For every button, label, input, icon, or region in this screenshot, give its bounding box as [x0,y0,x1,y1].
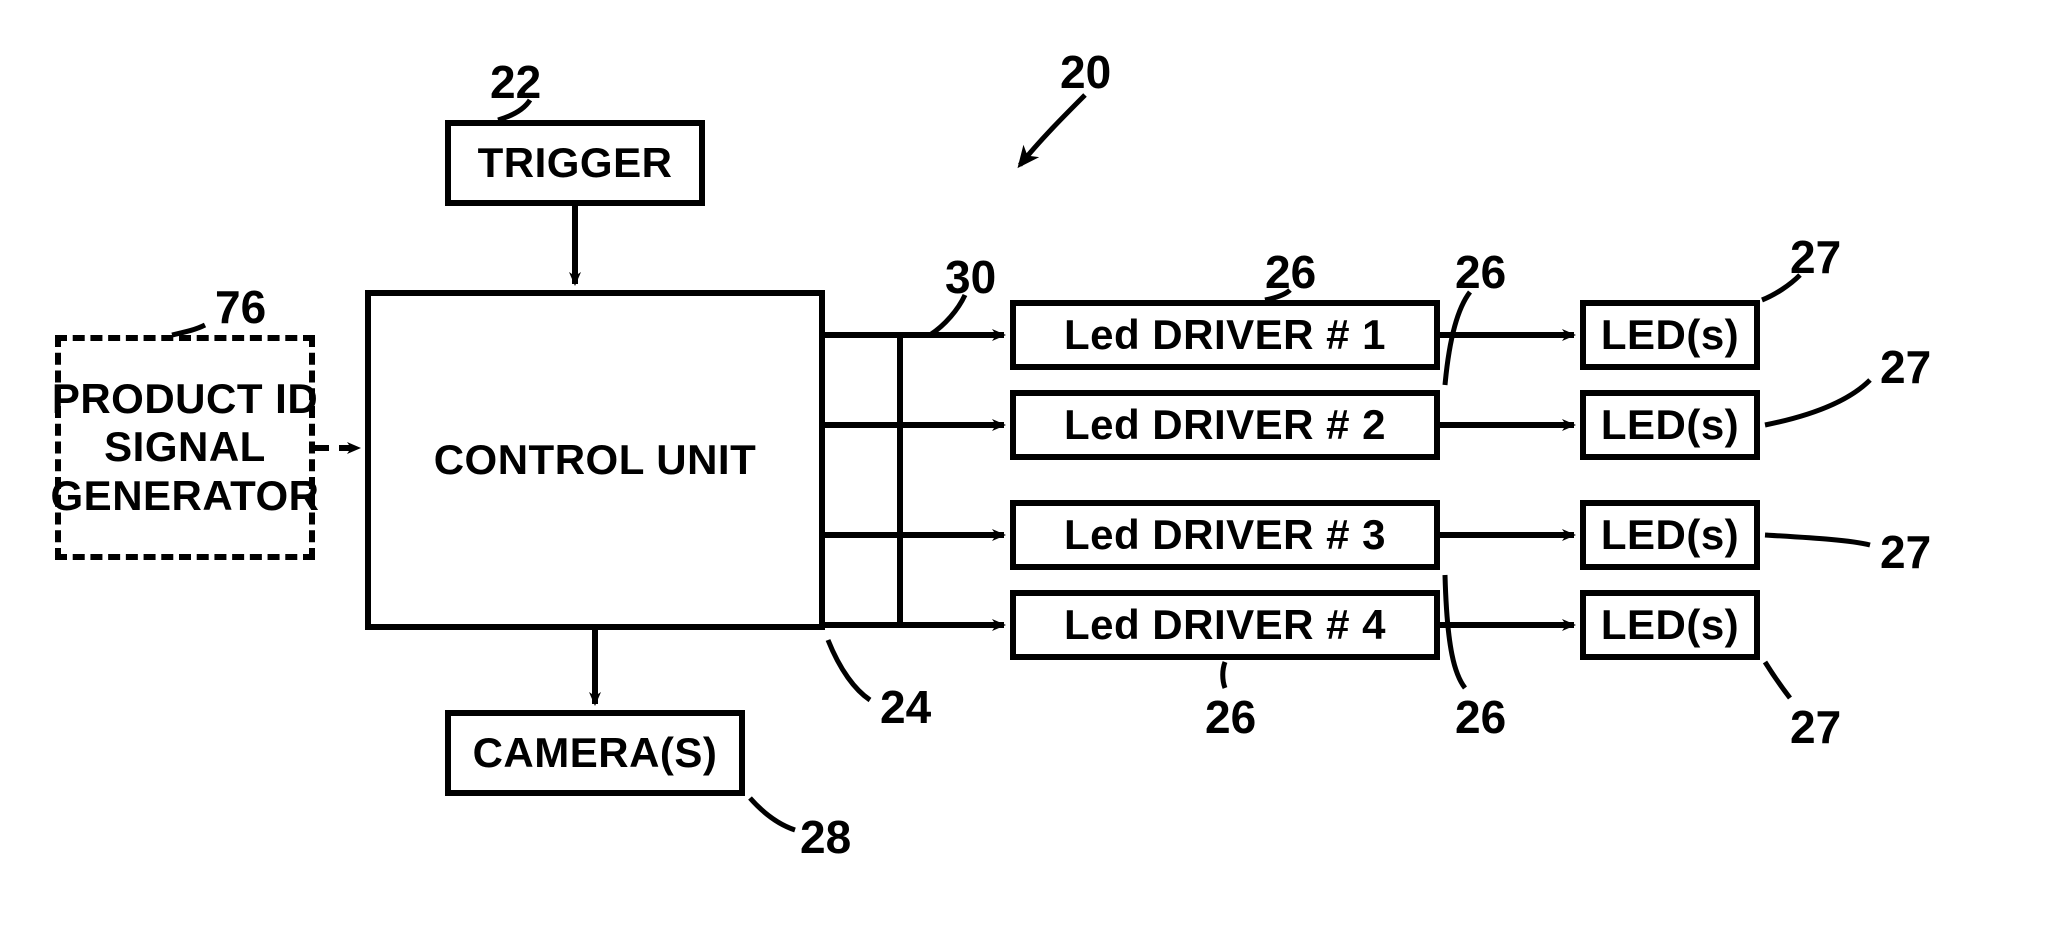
drv4-label: Led DRIVER # 4 [1064,601,1386,649]
ref-24: 24 [880,680,931,734]
ref-28: 28 [800,810,851,864]
ref-27c: 27 [1880,525,1931,579]
led1-label: LED(s) [1601,311,1739,359]
trigger-box: TRIGGER [445,120,705,206]
ref-27d: 27 [1790,700,1841,754]
ref-26c: 26 [1205,690,1256,744]
led-4-box: LED(s) [1580,590,1760,660]
productid-label: PRODUCT IDSIGNALGENERATOR [51,375,320,520]
drv2-label: Led DRIVER # 2 [1064,401,1386,449]
led2-label: LED(s) [1601,401,1739,449]
led-driver-1-box: Led DRIVER # 1 [1010,300,1440,370]
drv1-label: Led DRIVER # 1 [1064,311,1386,359]
ref-20: 20 [1060,45,1111,99]
ref-26d: 26 [1455,690,1506,744]
led-driver-3-box: Led DRIVER # 3 [1010,500,1440,570]
ref-27b: 27 [1880,340,1931,394]
ref-26a: 26 [1265,245,1316,299]
led-driver-4-box: Led DRIVER # 4 [1010,590,1440,660]
ref-76: 76 [215,280,266,334]
led-1-box: LED(s) [1580,300,1760,370]
led3-label: LED(s) [1601,511,1739,559]
product-id-box: PRODUCT IDSIGNALGENERATOR [55,335,315,560]
cameras-box: CAMERA(S) [445,710,745,796]
led-2-box: LED(s) [1580,390,1760,460]
led-3-box: LED(s) [1580,500,1760,570]
trigger-label: TRIGGER [478,139,673,187]
ref-30: 30 [945,250,996,304]
control-label: CONTROL UNIT [434,436,757,484]
ref-26b: 26 [1455,245,1506,299]
control-unit-box: CONTROL UNIT [365,290,825,630]
ref-22: 22 [490,55,541,109]
drv3-label: Led DRIVER # 3 [1064,511,1386,559]
ref-27a: 27 [1790,230,1841,284]
led-driver-2-box: Led DRIVER # 2 [1010,390,1440,460]
led4-label: LED(s) [1601,601,1739,649]
cameras-label: CAMERA(S) [473,729,718,777]
